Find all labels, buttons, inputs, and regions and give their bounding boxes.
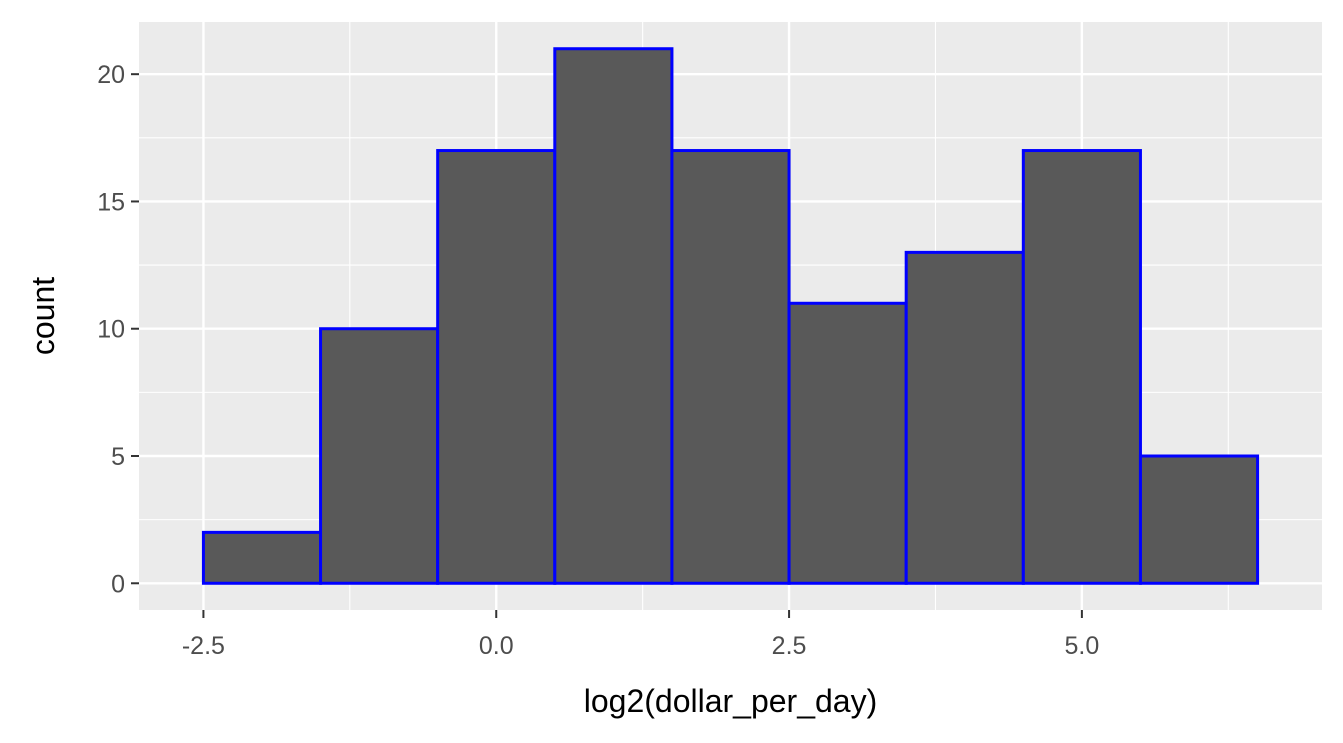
x-tick-label: -2.5: [182, 632, 225, 660]
histogram-bar: [670, 149, 791, 585]
y-axis-title: count: [25, 277, 61, 355]
y-tick-label: 5: [111, 443, 125, 471]
histogram-bar: [904, 250, 1025, 585]
histogram-bar: [201, 530, 323, 585]
histogram-bar: [787, 301, 908, 585]
y-tick-label: 15: [97, 188, 125, 216]
x-axis: -2.5 0.0 2.5 5.0: [182, 610, 1099, 660]
bars: [201, 47, 1260, 585]
histogram-bar: [436, 149, 557, 585]
histogram-bar: [553, 47, 674, 585]
histogram-bar: [1138, 454, 1260, 585]
y-tick-label: 0: [111, 570, 125, 598]
x-axis-title: log2(dollar_per_day): [584, 683, 878, 719]
y-tick-label: 10: [97, 316, 125, 344]
x-tick-label: 0.0: [479, 632, 514, 660]
y-axis: 0 5 10 15 20: [97, 61, 139, 598]
x-tick-label: 5.0: [1065, 632, 1100, 660]
x-tick-label: 2.5: [772, 632, 807, 660]
histogram-bar: [319, 327, 440, 585]
y-tick-label: 20: [97, 61, 125, 89]
histogram-bar: [1021, 149, 1142, 585]
